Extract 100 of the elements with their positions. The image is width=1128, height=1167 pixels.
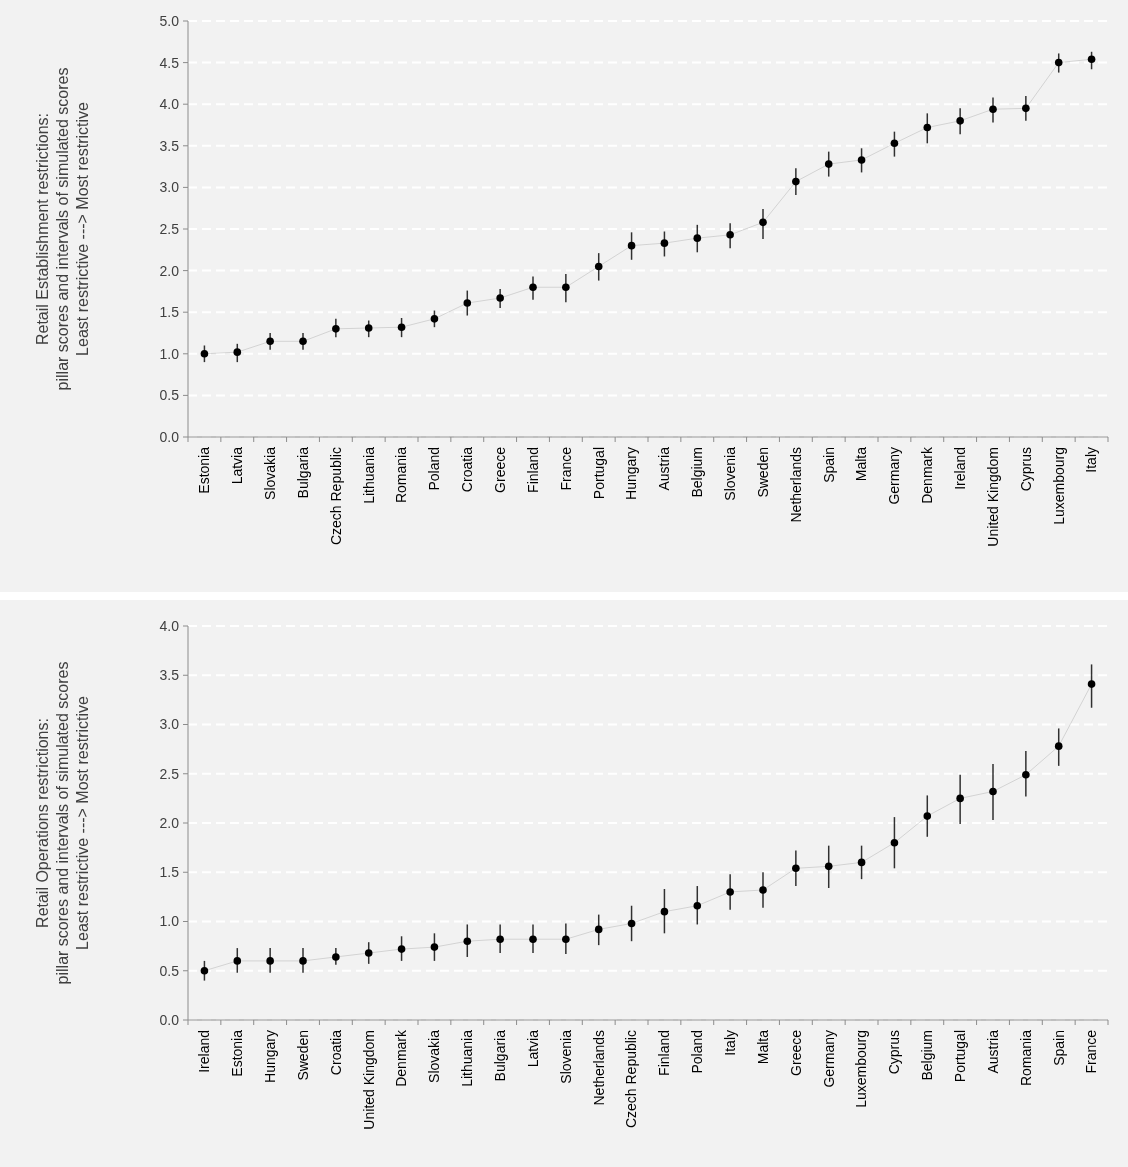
point bbox=[693, 901, 702, 910]
x-tick-label: Denmark bbox=[919, 446, 936, 504]
point bbox=[430, 943, 439, 951]
x-tick-label: Italy bbox=[1083, 447, 1100, 473]
x-tick-label: Slovenia bbox=[722, 446, 739, 501]
y-tick-label: 3.5 bbox=[159, 667, 180, 684]
point bbox=[890, 838, 899, 847]
x-tick-label: Slovakia bbox=[426, 1029, 443, 1083]
y-tick-label: 1.0 bbox=[159, 913, 180, 930]
x-tick-label: Slovakia bbox=[262, 446, 279, 500]
point bbox=[660, 239, 669, 247]
point bbox=[824, 862, 833, 871]
x-tick-label: Hungary bbox=[623, 447, 640, 500]
x-tick-label: Sweden bbox=[754, 447, 771, 498]
x-tick-label: Croatia bbox=[459, 446, 476, 493]
y-tick-label: 3.0 bbox=[159, 716, 180, 733]
y-tick-label: 2.5 bbox=[159, 765, 180, 782]
point bbox=[792, 864, 800, 873]
point bbox=[1022, 770, 1030, 779]
point bbox=[364, 949, 373, 957]
x-tick-label: Italy bbox=[722, 1030, 739, 1056]
x-tick-label: Spain bbox=[820, 447, 837, 483]
point bbox=[726, 231, 734, 239]
point bbox=[792, 177, 800, 186]
x-tick-label: France bbox=[557, 446, 574, 491]
y-tick-label: 0.0 bbox=[159, 1011, 180, 1028]
point bbox=[857, 156, 866, 164]
x-tick-label: Portugal bbox=[952, 1030, 969, 1083]
point bbox=[233, 957, 242, 965]
point bbox=[496, 935, 504, 944]
point bbox=[397, 323, 406, 331]
x-tick-label: Greece bbox=[787, 1029, 804, 1076]
x-tick-label: Romania bbox=[1017, 1029, 1034, 1087]
point bbox=[660, 907, 669, 916]
point bbox=[1054, 58, 1063, 67]
point bbox=[233, 348, 242, 356]
x-tick-label: Sweden bbox=[294, 1030, 311, 1081]
point bbox=[726, 888, 734, 896]
x-tick-label: Germany bbox=[886, 447, 903, 505]
point bbox=[923, 123, 932, 132]
y-tick-label: 0.5 bbox=[159, 387, 180, 404]
x-tick-label: Belgium bbox=[919, 1030, 936, 1081]
x-tick-label: Czech Republic bbox=[327, 447, 344, 546]
x-tick-label: Latvia bbox=[524, 1029, 541, 1068]
point bbox=[1022, 104, 1030, 113]
y-tick-label: 4.5 bbox=[159, 54, 180, 71]
point bbox=[562, 283, 570, 292]
x-tick-label: Netherlands bbox=[590, 1030, 607, 1106]
y-tick-label: 5.0 bbox=[159, 12, 180, 29]
x-tick-label: Malta bbox=[853, 446, 870, 482]
x-tick-label: Poland bbox=[689, 1030, 706, 1074]
x-tick-label: Cyprus bbox=[1017, 447, 1034, 492]
x-tick-label: Spain bbox=[1050, 1030, 1067, 1066]
point bbox=[332, 953, 340, 961]
point bbox=[299, 337, 307, 346]
x-tick-label: Luxembourg bbox=[853, 1030, 870, 1108]
point bbox=[1054, 742, 1063, 750]
point bbox=[1087, 55, 1096, 64]
x-tick-label: Latvia bbox=[229, 446, 246, 485]
x-tick-label: United Kingdom bbox=[984, 447, 1001, 547]
point bbox=[397, 945, 406, 953]
x-tick-label: Netherlands bbox=[787, 447, 804, 523]
x-tick-label: Estonia bbox=[196, 446, 213, 494]
x-tick-label: Poland bbox=[426, 447, 443, 491]
x-tick-label: Belgium bbox=[689, 447, 706, 498]
x-tick-label: Ireland bbox=[196, 1030, 213, 1073]
x-tick-label: United Kingdom bbox=[360, 1030, 377, 1130]
y-tick-label: 3.5 bbox=[159, 137, 180, 154]
point bbox=[332, 325, 340, 333]
point bbox=[266, 337, 274, 346]
y-tick-label: 3.0 bbox=[159, 179, 180, 196]
x-tick-label: Estonia bbox=[229, 1029, 246, 1077]
x-tick-label: Greece bbox=[492, 446, 509, 493]
x-tick-label: Bulgaria bbox=[492, 1029, 509, 1082]
x-tick-label: Czech Republic bbox=[623, 1030, 640, 1129]
x-tick-label: Cyprus bbox=[886, 1030, 903, 1075]
point bbox=[956, 117, 964, 125]
point bbox=[759, 218, 767, 227]
point bbox=[627, 241, 636, 250]
point bbox=[1087, 680, 1096, 688]
point bbox=[824, 160, 833, 168]
y-tick-label: 4.0 bbox=[159, 617, 180, 634]
y-tick-label: 2.0 bbox=[159, 814, 180, 831]
point bbox=[299, 957, 307, 965]
point bbox=[529, 283, 537, 292]
y-tick-label: 0.0 bbox=[159, 428, 180, 445]
x-tick-label: Ireland bbox=[952, 447, 969, 490]
point bbox=[857, 858, 866, 867]
point bbox=[200, 966, 209, 975]
x-tick-label: Portugal bbox=[590, 447, 607, 500]
x-tick-label: Lithuania bbox=[459, 1029, 476, 1087]
point bbox=[463, 937, 472, 945]
y-axis-title: Retail Establishment restrictions: pillar scores and intervals of simulated scores Least restrictive ---> Most restrictive bbox=[34, 67, 91, 391]
y-tick-label: 1.5 bbox=[159, 304, 180, 321]
x-tick-label: Hungary bbox=[262, 1030, 279, 1083]
y-tick-label: 4.0 bbox=[159, 96, 180, 113]
point bbox=[627, 919, 636, 928]
x-tick-label: Finland bbox=[656, 1030, 673, 1076]
point bbox=[594, 262, 603, 271]
point bbox=[956, 794, 964, 803]
